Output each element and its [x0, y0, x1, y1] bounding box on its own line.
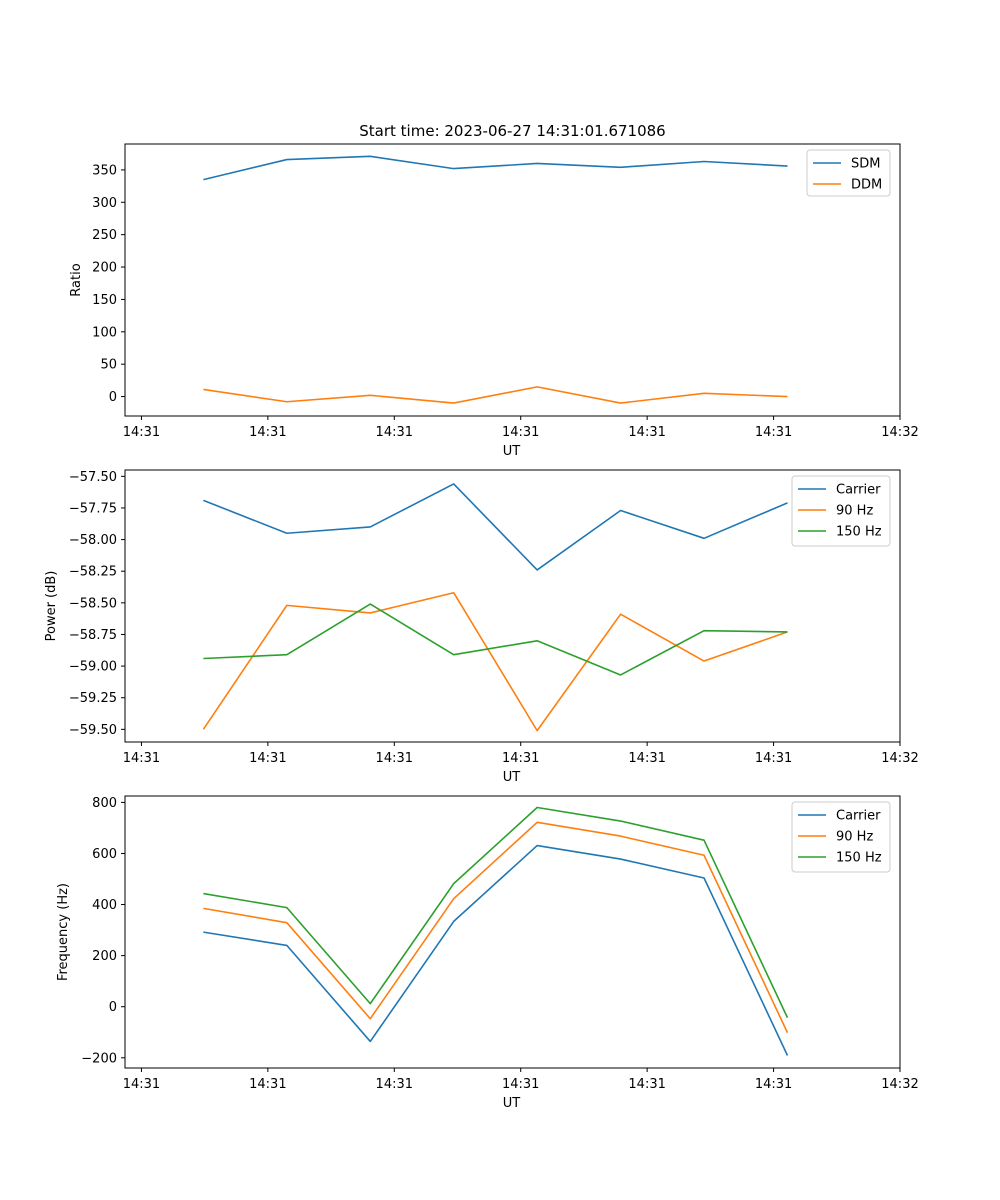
- legend-entry: DDM: [851, 178, 882, 193]
- y-axis-label: Frequency (Hz): [56, 883, 71, 981]
- x-axis-label: UT: [503, 1096, 521, 1111]
- legend: Carrier 90 Hz 150 Hz: [791, 475, 891, 547]
- y-tick-label: −59.25: [69, 691, 117, 706]
- x-tick-label: 14:31: [249, 1077, 286, 1092]
- plot-area-frame: [124, 795, 901, 1069]
- series-line-carrier: [203, 844, 789, 1056]
- y-tick-label: 200: [92, 261, 117, 276]
- chart-panel-3: 14:31 14:31 14:31 14:31 14:31 14:31 14:32 −200 0…: [56, 795, 919, 1111]
- y-tick-label: 800: [92, 796, 117, 811]
- y-tick-label: 100: [92, 325, 117, 340]
- y-tick-label: 150: [92, 293, 117, 308]
- x-tick-label: 14:31: [755, 425, 792, 440]
- y-tick-label: −58.25: [69, 565, 117, 580]
- y-tick-label: −58.75: [69, 628, 117, 643]
- y-tick-label: −59.50: [69, 723, 117, 738]
- x-tick-label: 14:31: [249, 751, 286, 766]
- y-tick-label: 50: [100, 358, 117, 373]
- x-tick-label: 14:31: [628, 751, 665, 766]
- y-tick-label: −200: [81, 1051, 117, 1066]
- y-tick-label: 0: [109, 1000, 117, 1015]
- x-tick-label: 14:31: [502, 751, 539, 766]
- x-tick-label: 14:32: [881, 1077, 918, 1092]
- y-tick-label: 250: [92, 228, 117, 243]
- y-tick-label: 200: [92, 949, 117, 964]
- x-tick-label: 14:31: [502, 425, 539, 440]
- x-tick-label: 14:31: [123, 1077, 160, 1092]
- plot-area-frame: [124, 469, 901, 743]
- series-line-150-hz: [203, 603, 788, 676]
- x-tick-label: 14:31: [755, 751, 792, 766]
- y-tick-label: −57.50: [69, 470, 117, 485]
- legend-entry: Carrier: [836, 809, 881, 824]
- x-tick-label: 14:31: [628, 1077, 665, 1092]
- y-axis-label: Power (dB): [44, 571, 59, 642]
- legend-box: [791, 475, 891, 547]
- chart-panel-1: 14:31 14:31 14:31 14:31 14:31 14:31 14:32 0 50 10…: [69, 143, 919, 459]
- series-line-90-hz: [203, 821, 789, 1034]
- series-line-ddm: [203, 386, 788, 404]
- x-tick-label: 14:31: [755, 1077, 792, 1092]
- y-tick-label: −58.50: [69, 596, 117, 611]
- legend-entry: 150 Hz: [836, 525, 882, 540]
- x-axis-label: UT: [503, 770, 521, 785]
- y-tick-label: 300: [92, 196, 117, 211]
- legend-entry: 150 Hz: [836, 851, 882, 866]
- legend-box: [791, 801, 891, 873]
- x-tick-label: 14:31: [123, 751, 160, 766]
- y-tick-label: −57.75: [69, 501, 117, 516]
- x-tick-label: 14:32: [881, 425, 918, 440]
- legend: SDM DDM: [806, 149, 891, 197]
- chart-panel-2: 14:31 14:31 14:31 14:31 14:31 14:31 14:32 −57.5…: [44, 469, 919, 785]
- legend-entry: SDM: [851, 157, 880, 172]
- y-tick-label: 350: [92, 163, 117, 178]
- y-tick-label: 400: [92, 898, 117, 913]
- chart-title: Start time: 2023-06-27 14:31:01.671086: [359, 122, 665, 140]
- y-tick-label: 0: [109, 390, 117, 405]
- legend-entry: 90 Hz: [836, 504, 873, 519]
- x-tick-label: 14:31: [123, 425, 160, 440]
- x-axis-label: UT: [503, 444, 521, 459]
- x-tick-label: 14:31: [376, 425, 413, 440]
- plot-area-frame: [124, 143, 901, 417]
- x-tick-label: 14:32: [881, 751, 918, 766]
- legend: Carrier 90 Hz 150 Hz: [791, 801, 891, 873]
- y-tick-label: −59.00: [69, 660, 117, 675]
- legend-entry: 90 Hz: [836, 830, 873, 845]
- series-line-sdm: [203, 155, 788, 181]
- x-tick-label: 14:31: [376, 1077, 413, 1092]
- x-tick-label: 14:31: [249, 425, 286, 440]
- series-line-carrier: [203, 483, 788, 571]
- x-tick-label: 14:31: [628, 425, 665, 440]
- series-line-90-hz: [202, 591, 788, 732]
- legend-entry: Carrier: [836, 483, 881, 498]
- x-tick-label: 14:31: [376, 751, 413, 766]
- series-line-150-hz: [203, 806, 789, 1019]
- y-tick-label: 600: [92, 847, 117, 862]
- y-tick-label: −58.00: [69, 533, 117, 548]
- y-axis-label: Ratio: [69, 263, 84, 296]
- x-tick-label: 14:31: [502, 1077, 539, 1092]
